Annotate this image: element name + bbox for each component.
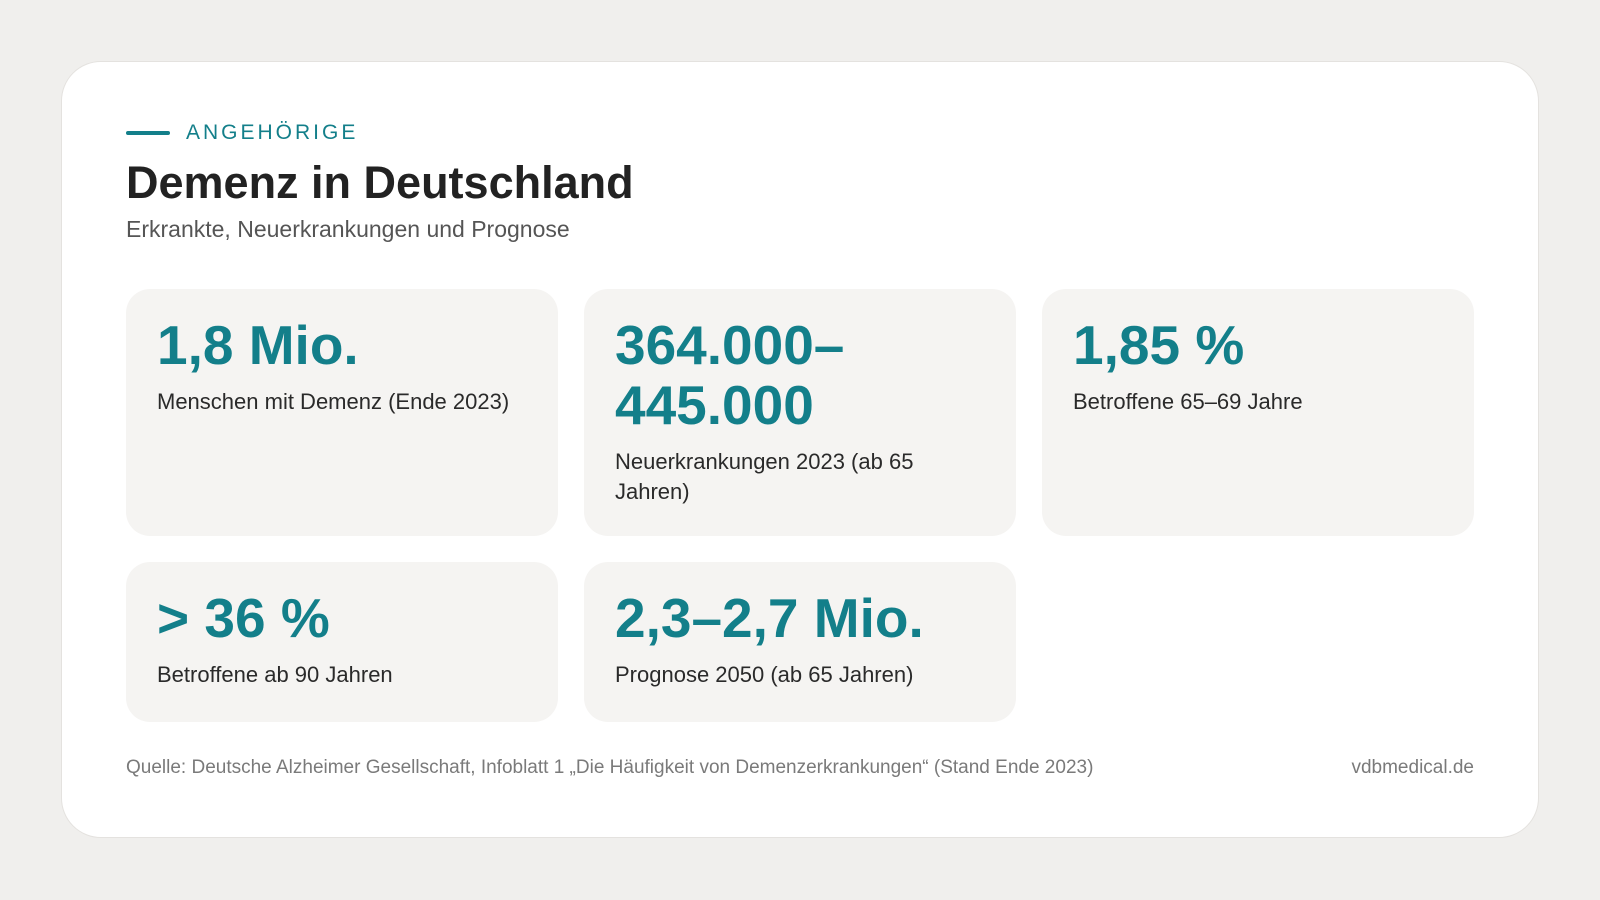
- infographic-card: ANGEHÖRIGE Demenz in Deutschland Erkrank…: [61, 61, 1539, 838]
- page-title: Demenz in Deutschland: [126, 157, 634, 208]
- brand-label: vdbmedical.de: [1351, 757, 1474, 778]
- stat-value: > 36 %: [157, 587, 330, 649]
- stat-label: Neuerkrankungen 2023 (ab 65 Jahren): [615, 449, 914, 504]
- stat-label: Betroffene 65–69 Jahre: [1073, 389, 1303, 414]
- stat-card-affected-65-69: 1,85 % Betroffene 65–69 Jahre: [1042, 289, 1474, 536]
- stat-label: Menschen mit Demenz (Ende 2023): [157, 389, 510, 414]
- stat-label: Prognose 2050 (ab 65 Jahren): [615, 662, 914, 687]
- stat-value: 1,8 Mio.: [157, 314, 359, 376]
- eyebrow-accent-line: [126, 131, 170, 135]
- eyebrow-label: ANGEHÖRIGE: [186, 121, 359, 144]
- stat-card-new-cases: 364.000–445.000 Neuerkrankungen 2023 (ab…: [584, 289, 1016, 536]
- stat-value: 2,3–2,7 Mio.: [615, 587, 924, 649]
- stat-card-patients: 1,8 Mio. Menschen mit Demenz (Ende 2023): [126, 289, 558, 536]
- source-note: Quelle: Deutsche Alzheimer Gesellschaft,…: [126, 757, 1094, 778]
- stat-card-affected-90-plus: > 36 % Betroffene ab 90 Jahren: [126, 562, 558, 722]
- stat-value: 364.000–445.000: [615, 314, 845, 436]
- stat-label: Betroffene ab 90 Jahren: [157, 662, 393, 687]
- eyebrow: ANGEHÖRIGE: [126, 120, 358, 146]
- stat-card-forecast-2050: 2,3–2,7 Mio. Prognose 2050 (ab 65 Jahren…: [584, 562, 1016, 722]
- page-subtitle: Erkrankte, Neuerkrankungen und Prognose: [126, 216, 570, 242]
- stat-value: 1,85 %: [1073, 314, 1245, 376]
